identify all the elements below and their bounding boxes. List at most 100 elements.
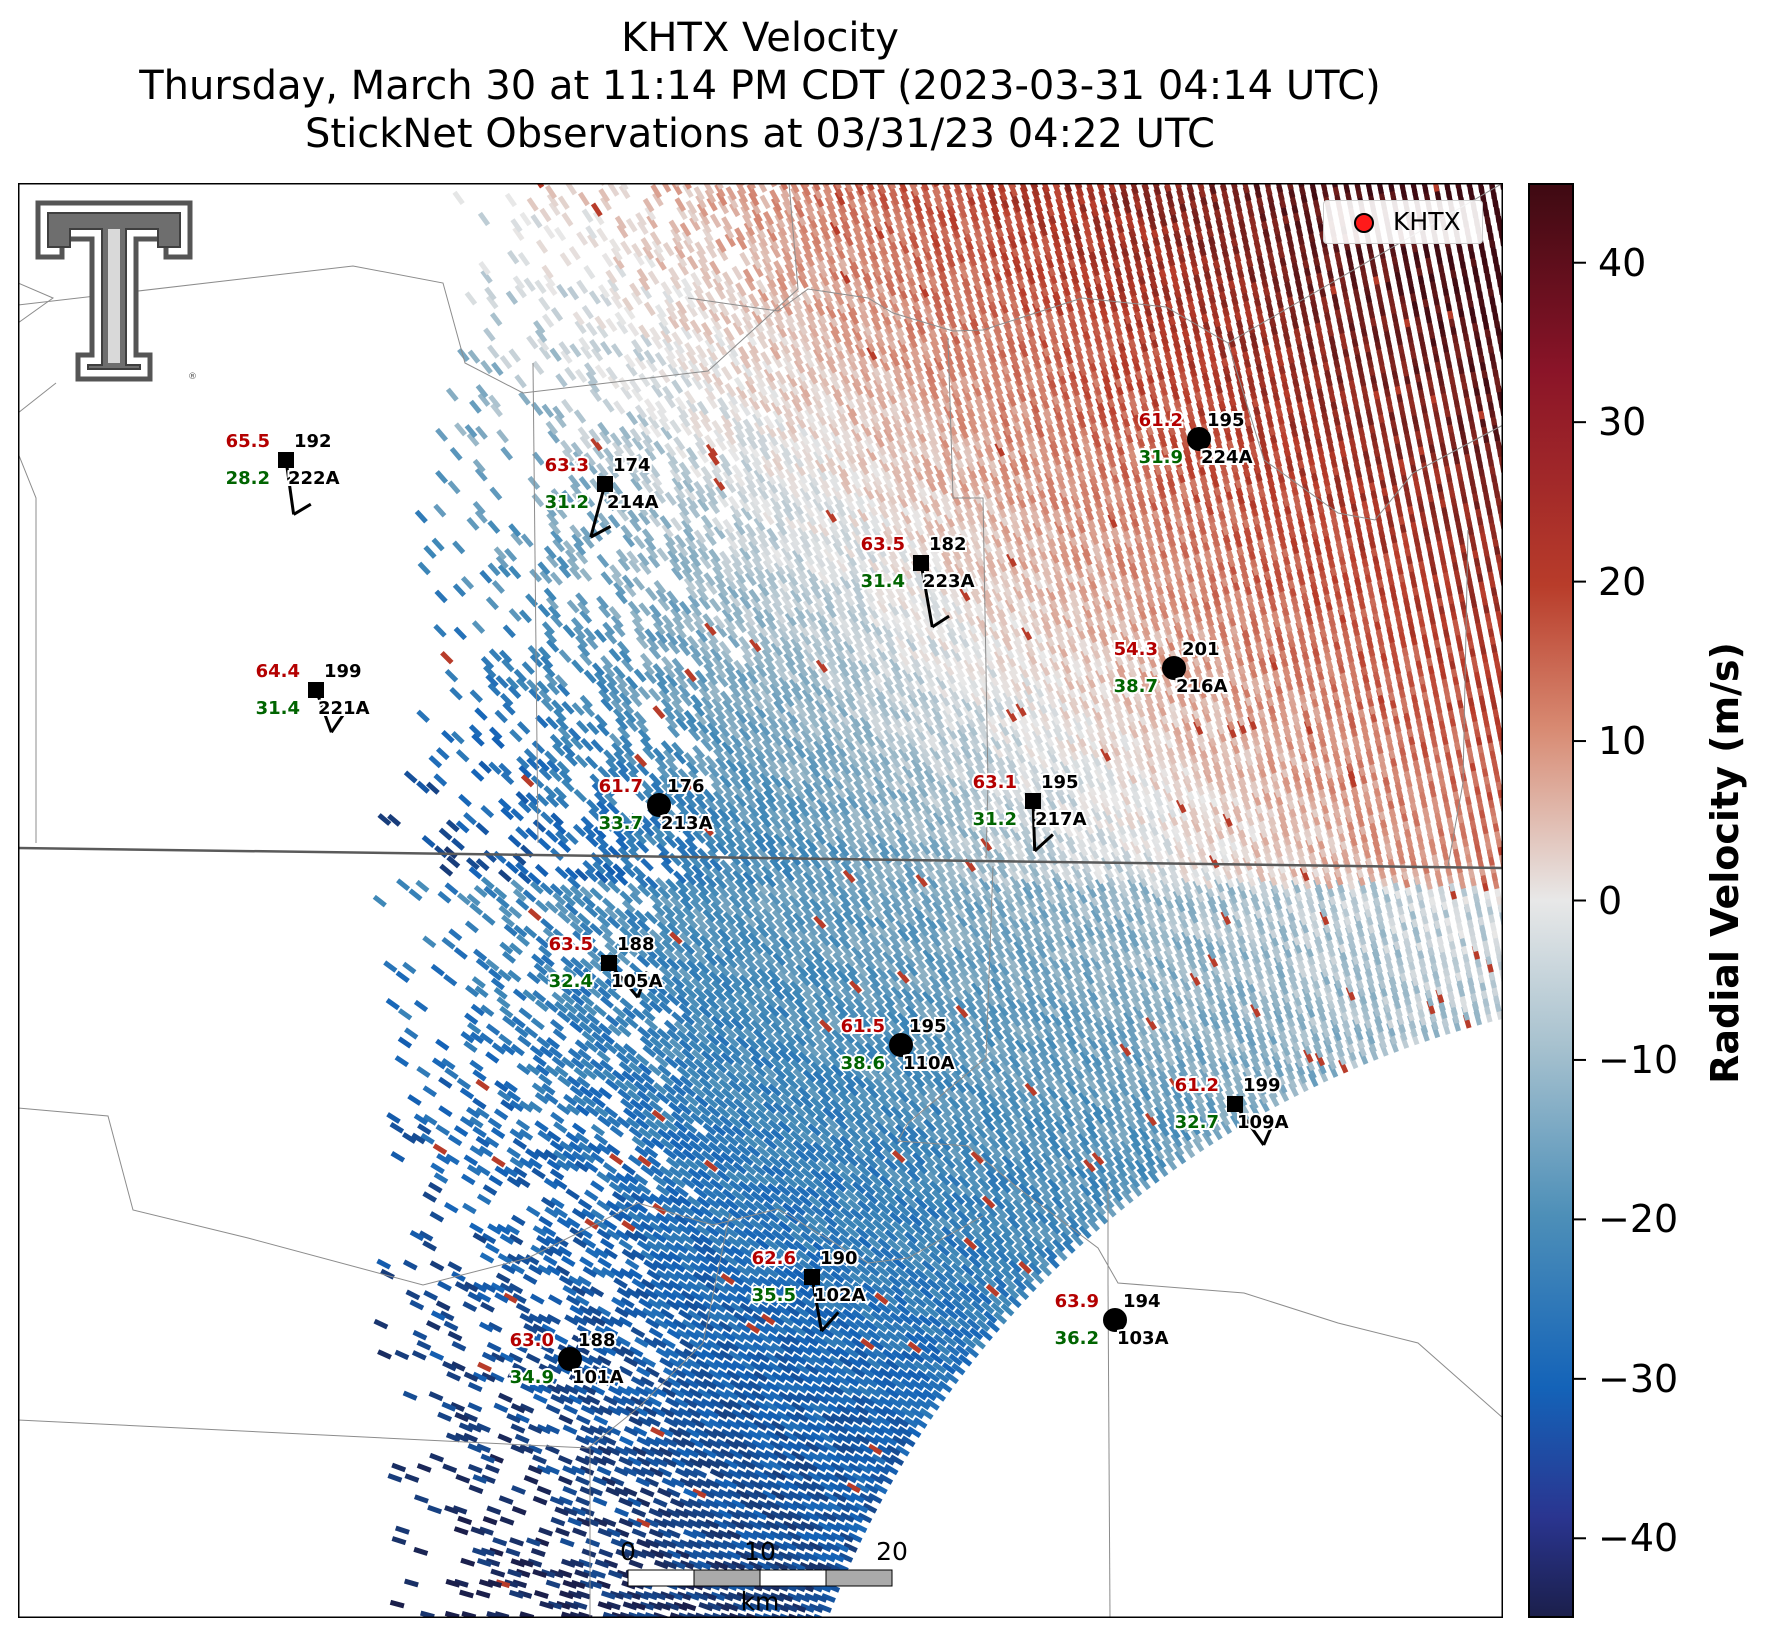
radar-gate [1095,1210,1109,1225]
radar-gate [854,1375,869,1388]
radar-gate [1087,1217,1100,1232]
radar-gate [1215,1095,1227,1110]
radar-gate [959,1326,974,1340]
radar-gate [913,1388,928,1401]
radar-gate [882,1405,897,1418]
radar-gate [1306,1011,1317,1027]
radar-gate [1250,1002,1261,1018]
radar-gate [1273,1009,1284,1024]
radar-gate [1120,1189,1134,1204]
radar-gate [821,1412,836,1425]
radar-gate [778,1592,794,1603]
radar-gate [1121,1099,1134,1114]
radar-gate [812,1592,828,1603]
radar-gate [747,1560,763,1571]
radar-gate [1136,1167,1149,1182]
radar-gate [925,1370,941,1383]
radar-gate [909,1407,925,1420]
radar-gate [1181,1087,1194,1102]
radar-gate [822,1441,838,1454]
radar-gate [1023,1243,1038,1258]
radar-gate [831,1442,847,1454]
radar-gate [988,1222,1003,1236]
radar-gate [1237,1045,1249,1061]
radar-gate [1010,1190,1024,1204]
radar-gate [815,1471,831,1483]
radar-gate [907,1341,922,1354]
radar-gate [830,1531,845,1543]
radar-gate [899,1312,914,1326]
radar-gate [882,1320,897,1334]
radar-gate [819,1481,835,1493]
radar-gate [1135,1069,1148,1085]
radar-gate [1108,1088,1121,1103]
radar-gate [826,1452,842,1464]
radar-gate [1090,1101,1104,1116]
radar-gate [1291,1044,1303,1060]
radar-gate [1064,1163,1077,1178]
radar-gate [1060,1231,1074,1245]
radar-gate [962,1336,977,1349]
radar-gate [903,1294,918,1308]
radar-gate [946,1244,960,1258]
radar-gate [801,1431,816,1443]
radar-gate [984,1204,998,1218]
radar-gate [1235,1037,1247,1053]
radar-gate [773,1561,789,1572]
radar-gate [878,1396,894,1408]
radar-gate [1167,1068,1179,1083]
radar-velocity-field [372,183,1503,1618]
radar-gate [782,1520,798,1532]
radar-gate [1255,1081,1267,1097]
radar-gate [1019,1225,1033,1240]
radar-gate [1301,987,1312,1003]
radar-gate [817,1402,833,1415]
radar-gate [926,1278,941,1292]
radar-gate [1266,1030,1278,1046]
radar-gate [1008,1181,1022,1195]
radar-gate [1327,1063,1339,1078]
radar-gate [947,1316,962,1330]
radar-gate [1030,1192,1044,1207]
radar-gate [1037,1219,1051,1234]
radar-gate [914,1332,929,1345]
radar-gate [1000,1303,1015,1317]
radar-gate [1104,1161,1118,1176]
radar-gate [1240,1062,1252,1077]
radar-gate [794,1460,809,1472]
radar-gate [1253,1073,1265,1088]
radar-gate [980,1265,995,1279]
radar-gate [814,1491,830,1503]
radar-gate [791,1500,807,1512]
radar-gate [1284,1066,1296,1081]
radar-gate [906,1397,922,1410]
radar-gate [990,1266,1005,1280]
radar-gate [1070,1147,1084,1163]
radar-gate [821,1593,836,1603]
radar-gate [1002,1197,1016,1212]
radar-gate [1286,1074,1298,1089]
radar-gate [1191,1034,1204,1050]
radar-gate [860,1472,876,1485]
radar-gate [919,1286,934,1300]
radar-gate [779,1490,794,1501]
radar-gate [1043,1203,1057,1217]
radar-gate [936,1343,951,1356]
radar-gate [1128,1133,1142,1148]
radar-gate [1219,1064,1231,1080]
radar-gate [850,1365,866,1378]
radar-gate [1083,1158,1096,1173]
radar-gate [1137,1126,1151,1142]
radar-gate [757,1602,773,1613]
radar-gate [821,1531,837,1543]
radar-gate [1183,1095,1196,1111]
radar-gate [1225,1042,1237,1058]
radar-gate [864,1433,880,1446]
radar-gate [879,1424,894,1437]
radar-gate [919,1407,934,1420]
radar-gate [1028,1184,1042,1198]
radar-gate [941,1261,956,1275]
radar-gate [1174,1054,1187,1069]
radar-gate [825,1541,841,1553]
radar-gate [953,1236,968,1250]
